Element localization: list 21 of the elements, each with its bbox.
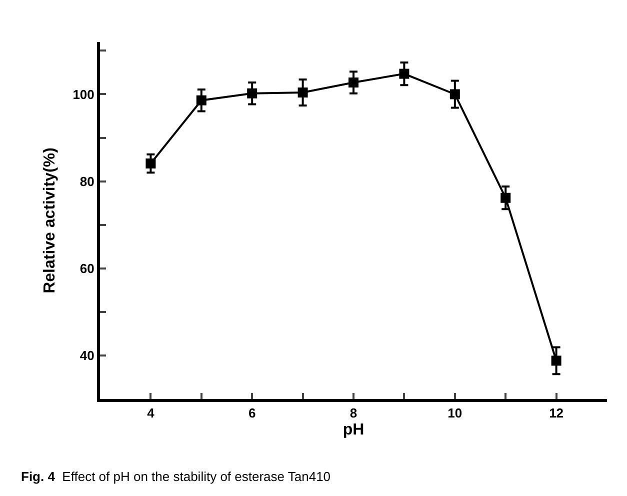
y-tick-label: 100 [72, 86, 94, 102]
x-tick-label: 10 [448, 406, 462, 421]
point [551, 356, 562, 366]
point [298, 88, 308, 98]
y-tick-label: 80 [80, 174, 94, 189]
point [450, 89, 460, 100]
x-tick-label: 4 [147, 406, 156, 421]
caption: Fig. 4 Effect of pH on the stability of esterase Tan410 [21, 469, 331, 484]
x-axis-title: pH [342, 421, 364, 438]
x-tick-label: 6 [248, 406, 256, 421]
y-axis-title: Relative activity(%) [42, 148, 59, 294]
point [348, 77, 358, 88]
point [399, 68, 410, 79]
point [500, 192, 511, 203]
point [146, 158, 156, 168]
point [196, 95, 206, 106]
y-tick-label: 40 [80, 348, 94, 364]
point [247, 88, 258, 98]
x-tick-label: 8 [350, 406, 358, 421]
y-tick-label: 60 [80, 260, 94, 276]
x-tick-label: 12 [549, 406, 564, 421]
